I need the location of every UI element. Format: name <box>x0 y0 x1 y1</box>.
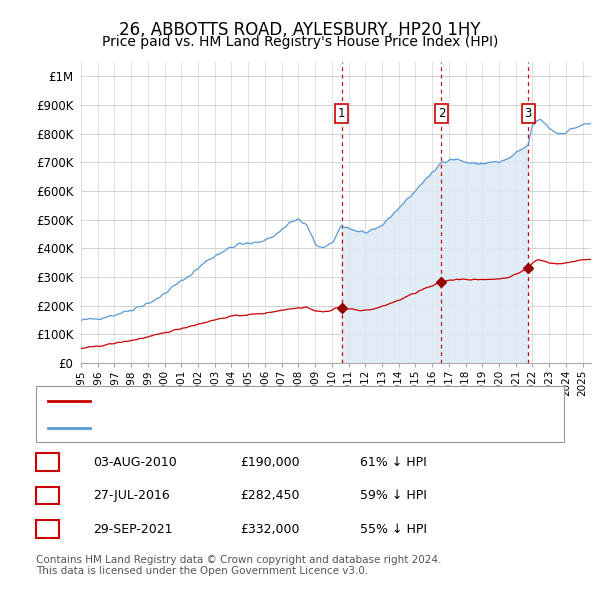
Text: 59% ↓ HPI: 59% ↓ HPI <box>360 489 427 502</box>
Text: 26, ABBOTTS ROAD, AYLESBURY, HP20 1HY (detached house): 26, ABBOTTS ROAD, AYLESBURY, HP20 1HY (d… <box>102 394 464 407</box>
Text: 26, ABBOTTS ROAD, AYLESBURY, HP20 1HY: 26, ABBOTTS ROAD, AYLESBURY, HP20 1HY <box>119 21 481 39</box>
Text: 1: 1 <box>43 455 52 468</box>
Text: 27-JUL-2016: 27-JUL-2016 <box>93 489 170 502</box>
Text: 03-AUG-2010: 03-AUG-2010 <box>93 455 177 468</box>
Text: 2: 2 <box>437 107 445 120</box>
Text: £282,450: £282,450 <box>240 489 299 502</box>
Text: 3: 3 <box>524 107 532 120</box>
Text: Price paid vs. HM Land Registry's House Price Index (HPI): Price paid vs. HM Land Registry's House … <box>102 35 498 50</box>
Text: £332,000: £332,000 <box>240 523 299 536</box>
Text: HPI: Average price, detached house, Buckinghamshire: HPI: Average price, detached house, Buck… <box>102 421 423 434</box>
Text: £190,000: £190,000 <box>240 455 299 468</box>
Text: Contains HM Land Registry data © Crown copyright and database right 2024.
This d: Contains HM Land Registry data © Crown c… <box>36 555 442 576</box>
Text: 3: 3 <box>43 523 52 536</box>
Text: 1: 1 <box>338 107 346 120</box>
Text: 29-SEP-2021: 29-SEP-2021 <box>93 523 173 536</box>
Text: 61% ↓ HPI: 61% ↓ HPI <box>360 455 427 468</box>
Text: 2: 2 <box>43 489 52 502</box>
Text: 55% ↓ HPI: 55% ↓ HPI <box>360 523 427 536</box>
